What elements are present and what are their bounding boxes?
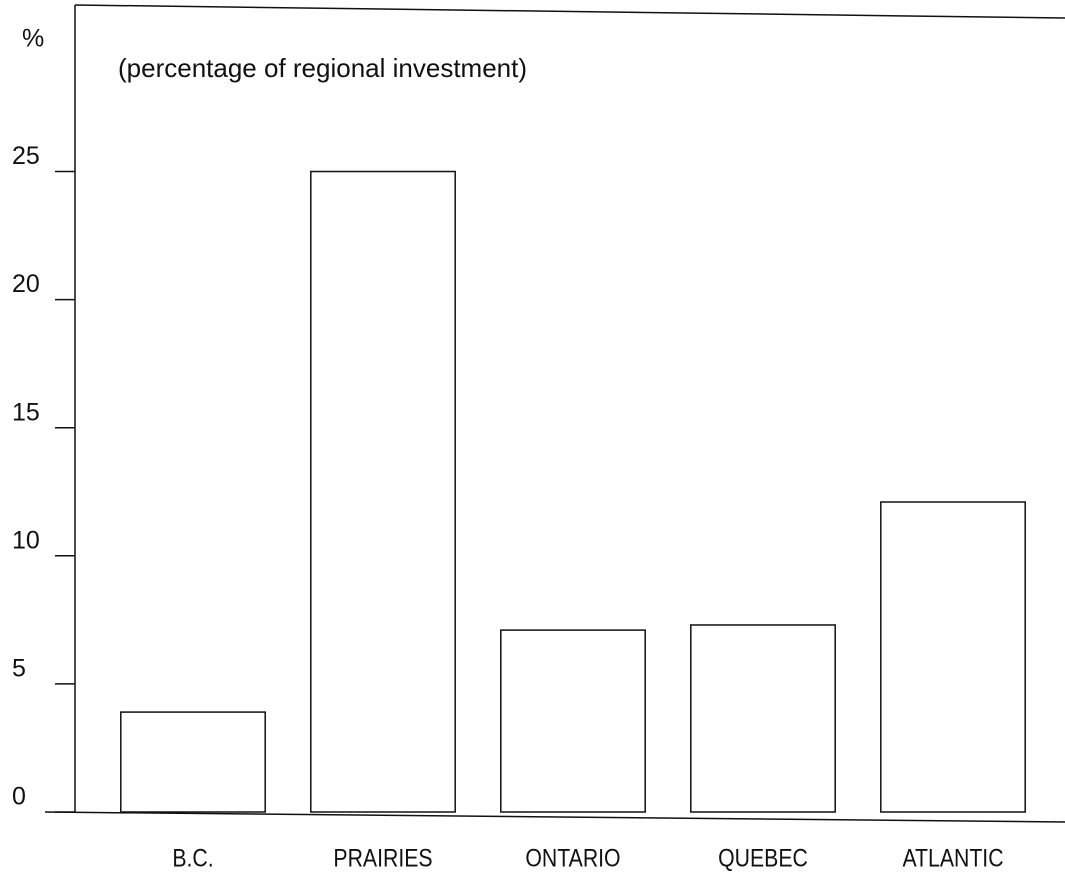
bar [120,711,266,813]
x-axis [44,811,1065,823]
bar [690,624,836,813]
bar [310,170,456,813]
y-axis-label: % [22,25,44,53]
x-tick-label: ATLANTIC [902,844,1003,872]
y-tick-label: 5 [12,655,26,683]
y-tick-label: 0 [12,783,26,811]
bar [880,501,1026,813]
x-tick-label: QUEBEC [718,844,808,872]
y-tick-label: 25 [12,142,40,170]
bar [500,629,646,813]
chart-subtitle: (percentage of regional investment) [118,53,527,83]
x-tick-label: ONTARIO [525,844,620,872]
y-tick-label: 20 [12,270,40,298]
top-frame [74,4,1065,19]
x-tick-label: B.C. [172,844,213,872]
y-tick-label: 10 [12,526,40,554]
y-tick-label: 15 [12,398,40,426]
x-tick-label: PRAIRIES [333,844,432,872]
